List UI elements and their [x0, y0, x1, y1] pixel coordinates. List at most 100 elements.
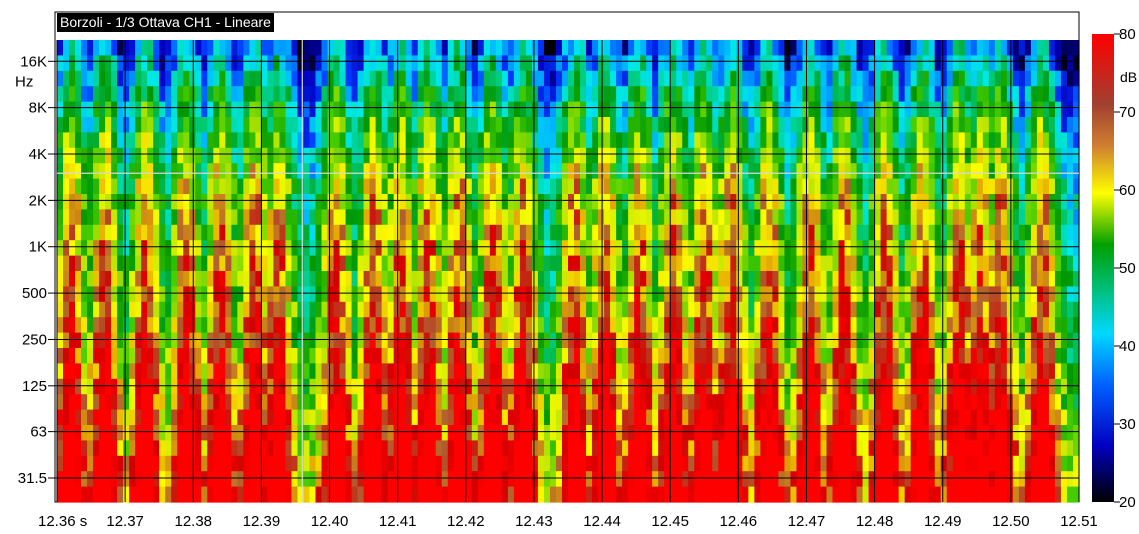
heatmap-cell	[237, 332, 244, 349]
heatmap-cell	[634, 409, 641, 426]
heatmap-cell	[183, 409, 190, 426]
heatmap-cell	[399, 240, 407, 257]
heatmap-cell	[772, 271, 780, 287]
heatmap-cell	[598, 440, 605, 457]
heatmap-cell	[964, 240, 972, 257]
heatmap-cell	[802, 117, 810, 133]
heatmap-cell	[808, 255, 816, 272]
heatmap-cell	[177, 178, 184, 195]
heatmap-cell	[375, 455, 383, 472]
heatmap-cell	[844, 348, 852, 364]
heatmap-cell	[87, 363, 94, 380]
heatmap-cell	[748, 440, 755, 457]
heatmap-cell	[868, 378, 876, 395]
heatmap-cell	[465, 224, 473, 241]
heatmap-cell	[874, 455, 882, 472]
heatmap-cell	[477, 486, 485, 503]
heatmap-cell	[832, 117, 840, 133]
heatmap-cell	[537, 332, 545, 349]
heatmap-cell	[640, 455, 647, 472]
heatmap-cell	[946, 255, 954, 272]
heatmap-cell	[519, 147, 527, 164]
heatmap-cell	[489, 409, 497, 426]
heatmap-cell	[868, 240, 876, 257]
heatmap-cell	[844, 271, 852, 287]
heatmap-cell	[802, 348, 810, 364]
heatmap-cell	[988, 301, 996, 318]
heatmap-cell	[75, 132, 82, 149]
heatmap-cell	[1036, 425, 1044, 441]
heatmap-cell	[111, 240, 118, 257]
heatmap-cell	[862, 486, 870, 503]
heatmap-cell	[856, 132, 864, 149]
heatmap-cell	[243, 147, 250, 164]
heatmap-cell	[1024, 178, 1032, 195]
heatmap-cell	[111, 348, 118, 364]
heatmap-cell	[922, 394, 930, 411]
heatmap-cell	[399, 348, 407, 364]
heatmap-cell	[111, 394, 118, 411]
heatmap-cell	[586, 132, 593, 149]
heatmap-cell	[1018, 132, 1026, 149]
heatmap-cell	[171, 70, 178, 87]
heatmap-cell	[519, 86, 527, 103]
heatmap-cell	[471, 471, 479, 488]
heatmap-cell	[285, 332, 293, 349]
heatmap-cell	[171, 455, 178, 472]
heatmap-cell	[519, 425, 527, 441]
heatmap-cell	[297, 363, 305, 380]
heatmap-cell	[297, 209, 305, 226]
heatmap-cell	[531, 348, 539, 364]
heatmap-cell	[994, 378, 1002, 395]
heatmap-cell	[369, 209, 377, 226]
heatmap-cell	[790, 301, 798, 318]
heatmap-cell	[147, 117, 154, 133]
heatmap-cell	[309, 348, 317, 364]
heatmap-cell	[856, 409, 864, 426]
heatmap-cell	[357, 101, 365, 118]
heatmap-cell	[868, 286, 876, 303]
heatmap-cell	[706, 394, 713, 411]
heatmap-cell	[315, 348, 323, 364]
heatmap-cell	[231, 55, 238, 72]
heatmap-cell	[892, 286, 900, 303]
heatmap-cell	[898, 132, 906, 149]
heatmap-cell	[519, 163, 527, 180]
heatmap-cell	[303, 363, 311, 380]
heatmap-cell	[964, 486, 972, 503]
heatmap-cell	[417, 348, 425, 364]
heatmap-cell	[417, 255, 425, 272]
heatmap-cell	[63, 40, 70, 56]
heatmap-cell	[435, 70, 443, 87]
heatmap-cell	[447, 378, 455, 395]
heatmap-cell	[273, 147, 281, 164]
heatmap-cell	[225, 286, 232, 303]
heatmap-cell	[826, 440, 834, 457]
heatmap-cell	[399, 317, 407, 334]
heatmap-cell	[555, 132, 563, 149]
heatmap-cell	[1024, 255, 1032, 272]
heatmap-cell	[381, 409, 389, 426]
heatmap-cell	[297, 101, 305, 118]
heatmap-cell	[225, 255, 232, 272]
heatmap-cell	[255, 301, 262, 318]
heatmap-cell	[970, 455, 978, 472]
heatmap-cell	[808, 409, 816, 426]
heatmap-cell	[844, 363, 852, 380]
heatmap-cell	[453, 317, 461, 334]
heatmap-cell	[519, 255, 527, 272]
heatmap-cell	[760, 209, 767, 226]
heatmap-cell	[195, 86, 202, 103]
heatmap-cell	[489, 70, 497, 87]
heatmap-cell	[483, 224, 491, 241]
heatmap-cell	[862, 163, 870, 180]
heatmap-cell	[201, 455, 208, 472]
heatmap-cell	[586, 240, 593, 257]
heatmap-cell	[135, 440, 142, 457]
heatmap-cell	[99, 194, 106, 210]
heatmap-cell	[706, 471, 713, 488]
heatmap-cell	[441, 178, 449, 195]
heatmap-cell	[393, 70, 401, 87]
heatmap-cell	[592, 117, 599, 133]
heatmap-cell	[1048, 163, 1056, 180]
